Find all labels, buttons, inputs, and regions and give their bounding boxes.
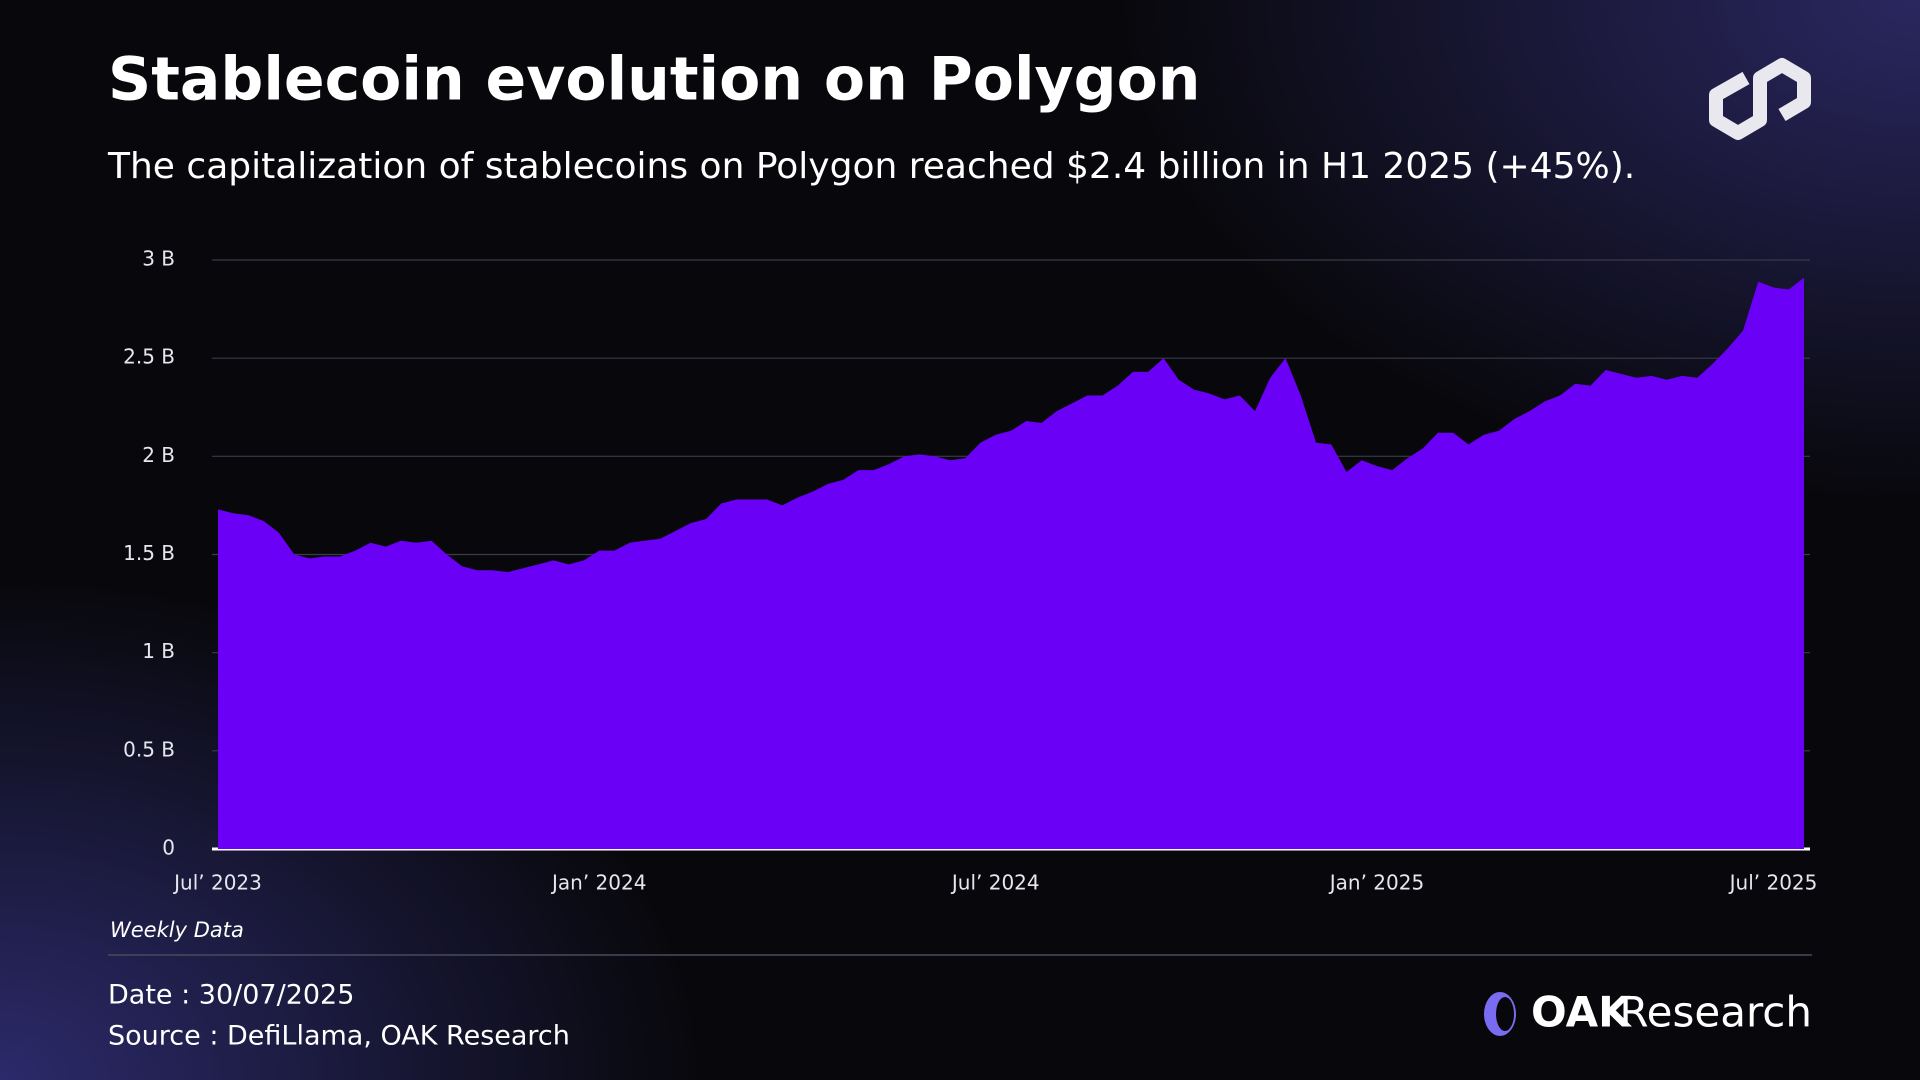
footer-source: Source : DefiLlama, OAK Research xyxy=(108,1021,570,1052)
x-tick-label: Jul’ 2024 xyxy=(950,871,1040,895)
y-tick-label: 1 B xyxy=(142,639,175,663)
x-tick-label: Jul’ 2025 xyxy=(1728,871,1818,895)
polygon-logo xyxy=(1709,58,1811,140)
y-tick-label: 0 xyxy=(162,836,175,860)
x-tick-label: Jan’ 2025 xyxy=(1328,871,1424,895)
y-tick-label: 2 B xyxy=(142,443,175,467)
brand-logo: OAK Research xyxy=(1484,988,1812,1037)
chart-title: Stablecoin evolution on Polygon xyxy=(108,45,1201,115)
brand-name: Research xyxy=(1619,988,1812,1037)
area xyxy=(218,277,1804,849)
y-tick-label: 3 B xyxy=(142,247,175,271)
logo-shape xyxy=(1709,58,1811,140)
chart-subtitle: The capitalization of stablecoins on Pol… xyxy=(107,146,1635,187)
brand-mark-hole xyxy=(1496,997,1514,1031)
y-tick-label: 2.5 B xyxy=(123,345,175,369)
brand-bold: OAK xyxy=(1531,988,1632,1037)
y-tick-label: 1.5 B xyxy=(123,541,175,565)
y-tick-label: 0.5 B xyxy=(123,737,175,761)
x-tick-label: Jul’ 2023 xyxy=(172,871,262,895)
note: Weekly Data xyxy=(110,918,244,942)
x-tick-label: Jan’ 2024 xyxy=(550,871,646,895)
footer-date: Date : 30/07/2025 xyxy=(108,980,354,1011)
